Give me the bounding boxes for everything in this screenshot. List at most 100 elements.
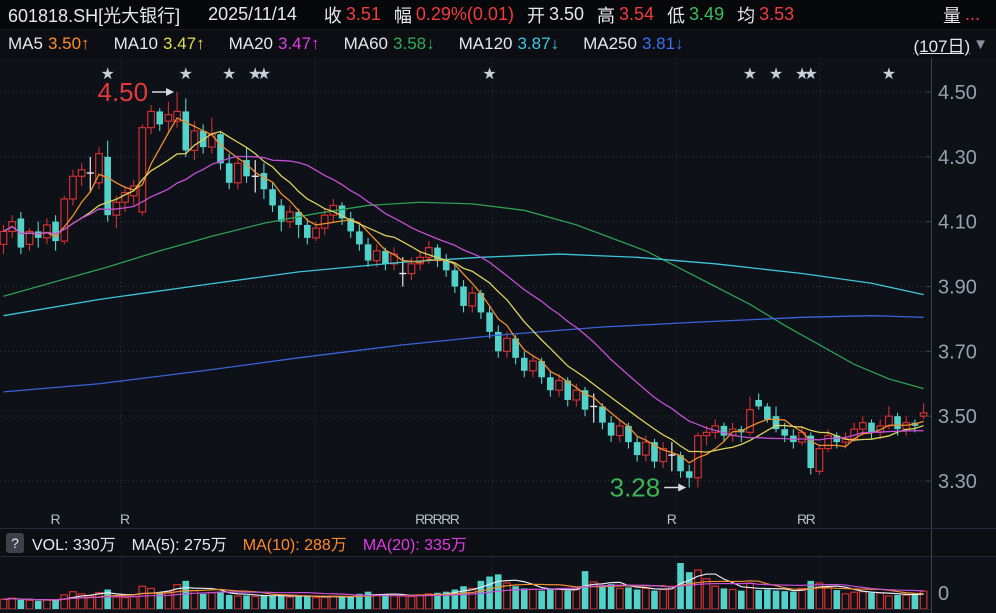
ma-line-MA10	[3, 130, 924, 453]
volume-bars-layer	[0, 563, 928, 610]
price-axis-label: 4.10	[938, 212, 977, 234]
collapse-chart-icon[interactable]: ▼	[973, 35, 988, 53]
star-icon: ★	[482, 66, 496, 83]
ma-item-label: MA5	[8, 34, 43, 53]
volume-values: VOL: 330万 MA(5): 275万 MA(10): 288万 MA(20): …	[32, 531, 483, 555]
ma-item-value: 3.47↑	[278, 34, 320, 53]
stock-symbol: 601818.SH[光大银行]	[8, 5, 181, 26]
quote-field-label: 幅	[393, 5, 412, 26]
quote-field: 幅 0.29%(0.01)	[394, 2, 514, 28]
ma-line-MA60	[3, 201, 924, 390]
r-marker: R	[415, 511, 425, 527]
r-marker: R	[667, 511, 677, 527]
r-marker: R	[797, 511, 807, 527]
volume-chart[interactable]: 0	[0, 557, 996, 613]
r-marker: R	[51, 511, 61, 527]
quote-field-label: 开	[526, 5, 545, 26]
quote-field-value: 3.50	[548, 4, 584, 24]
event-stars-layer: ★ ★ ★ ★★ ★ ★ ★ ★★ ★	[100, 66, 896, 83]
star-icon: ★	[179, 66, 193, 83]
ma-line-MA120	[3, 253, 924, 317]
ma-item-label: MA60	[343, 34, 389, 53]
price-axis-label: 4.30	[938, 147, 977, 169]
ma-item-value: 3.47↑	[162, 34, 205, 53]
quote-field: 低 3.49	[667, 2, 724, 28]
quote-field-value: 3.54	[619, 4, 655, 24]
period-selector[interactable]: (107日) ▼	[913, 30, 988, 58]
quote-field-label: 收	[323, 5, 342, 26]
volume-indicator-value: MA(5): 275万	[131, 536, 227, 554]
ma-item-label: MA20	[228, 34, 273, 53]
trade-date: 2025/11/14	[208, 4, 297, 24]
quote-field: 收 3.51	[324, 2, 381, 28]
quote-field-label: 量	[942, 5, 961, 26]
ma-item-value: 3.58↓	[393, 34, 435, 53]
period-label[interactable]: (107日)	[913, 36, 971, 56]
quote-fields: 收 3.51 幅 0.29%(0.01) 开 3.50 高 3.54 低 3.49 均 3.53 量..…	[311, 2, 996, 28]
quote-field: 高 3.54	[597, 2, 654, 28]
vol-ma-line-VOL-MA20	[3, 582, 924, 601]
ma-line-MA5	[3, 117, 924, 464]
quote-field-label: 低	[667, 5, 686, 26]
ma-item: MA20 3.47↑	[229, 34, 320, 54]
star-icon: ★	[222, 66, 236, 83]
quote-info-bar: 601818.SH[光大银行] 2025/11/14 收 3.51 幅 0.29%(0…	[0, 0, 996, 30]
star-icon: ★	[882, 66, 896, 83]
axis-line-segment	[931, 529, 932, 557]
r-marker: R	[806, 511, 816, 527]
candlestick-chart[interactable]: 4.504.304.103.903.703.503.30★ ★ ★ ★★ ★ ★ ★ ★★ ★R…	[0, 58, 996, 529]
ma-values: MA5 3.50↑ MA10 3.47↑ MA20 3.47↑ MA60 3.58↓ MA120…	[8, 34, 708, 54]
volume-indicator-value: MA(20): 335万	[362, 536, 467, 554]
ma-line-MA20	[3, 155, 924, 441]
r-marker: R	[424, 511, 434, 527]
ma-item: MA250 3.81↓	[583, 34, 683, 54]
star-icon: ★	[795, 66, 809, 83]
quote-field-label: 高	[597, 5, 615, 26]
ma-line-MA250	[3, 315, 924, 393]
ma-item: MA120 3.87↓	[459, 34, 559, 54]
price-axis-label: 3.90	[938, 277, 977, 299]
ma-item-value: 3.50↑	[47, 34, 90, 53]
ma-item-value: 3.81↓	[641, 34, 684, 53]
r-marker: R	[120, 511, 130, 527]
quote-field-value: 3.51	[345, 4, 381, 24]
ma-item: MA10 3.47↑	[114, 34, 205, 54]
quote-field: 量...	[943, 2, 996, 28]
help-icon[interactable]: ?	[6, 532, 24, 553]
ma-item-value: 3.87↓	[517, 34, 560, 53]
quote-field-value: 3.49	[689, 4, 725, 24]
ma-item-label: MA250	[583, 34, 637, 53]
ma-item: MA5 3.50↑	[8, 34, 90, 54]
price-axis-label: 3.70	[938, 341, 977, 363]
ma-item-label: MA120	[458, 34, 513, 53]
r-marker: R	[432, 511, 442, 527]
candles-layer	[0, 92, 928, 488]
star-icon: ★	[100, 66, 114, 83]
star-icon: ★	[804, 66, 818, 83]
quote-field: 均 3.53	[737, 2, 794, 28]
star-icon: ★	[769, 66, 783, 83]
quote-field-value: ...	[964, 4, 980, 24]
quote-field: 开 3.50	[527, 2, 584, 28]
volume-indicator-value: MA(10): 288万	[242, 536, 347, 554]
ma-indicator-bar: MA5 3.50↑ MA10 3.47↑ MA20 3.47↑ MA60 3.58↓ MA120…	[0, 30, 996, 58]
r-marker: R	[441, 511, 451, 527]
ma-item: MA60 3.58↓	[344, 34, 435, 54]
star-icon: ★	[248, 66, 262, 83]
ma-item-label: MA10	[113, 34, 158, 53]
price-axis-label: 4.50	[938, 82, 977, 104]
price-axis-label: 3.50	[938, 406, 977, 428]
volume-axis-zero-label: 0	[938, 583, 949, 605]
quote-field-label: 均	[737, 5, 756, 26]
star-icon: ★	[257, 66, 271, 83]
volume-indicator-bar: ? VOL: 330万 MA(5): 275万 MA(10): 288万 MA(20)…	[0, 529, 996, 557]
r-marker: R	[450, 511, 460, 527]
volume-indicator-value: VOL: 330万	[32, 536, 116, 554]
price-axis-label: 3.30	[938, 471, 977, 493]
star-icon: ★	[743, 66, 757, 83]
quote-field-value: 0.29%(0.01)	[415, 4, 514, 24]
price-annotation: 4.50	[97, 77, 148, 107]
price-annotation: 3.28	[610, 472, 661, 502]
